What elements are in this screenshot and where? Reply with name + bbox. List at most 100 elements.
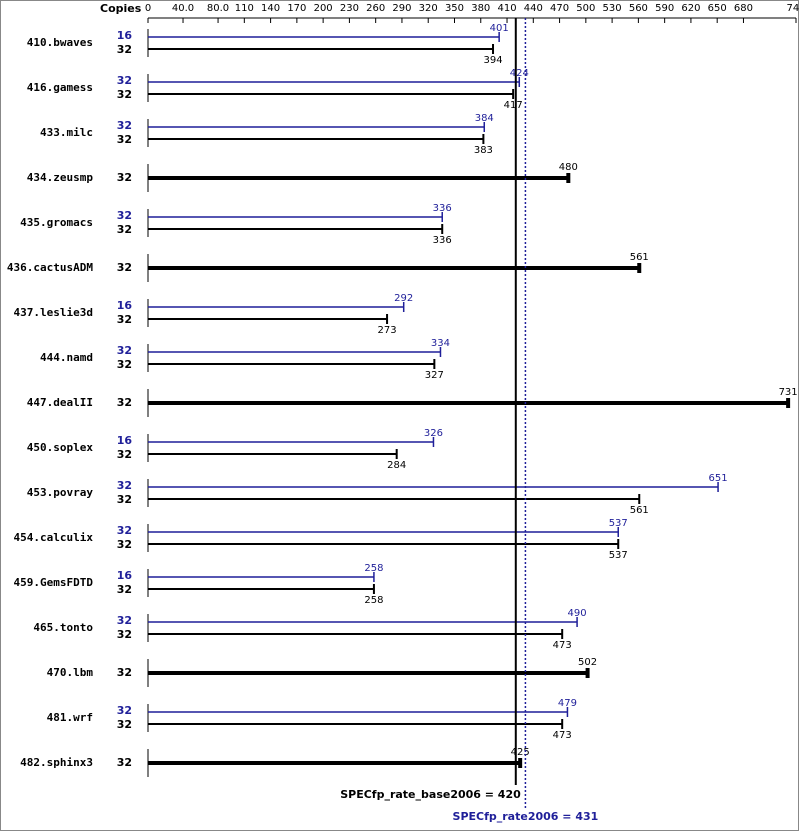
peak-copies: 32 [117, 74, 132, 87]
base-value-label: 425 [511, 747, 530, 758]
benchmark-name: 444.namd [40, 351, 93, 364]
benchmark-name: 436.cactusADM [7, 261, 93, 274]
x-tick-label: 320 [419, 3, 438, 14]
x-tick-label: 140 [261, 3, 280, 14]
bar [148, 668, 590, 678]
x-tick-label: 500 [576, 3, 595, 14]
peak-value-label: 326 [424, 428, 443, 439]
bar [148, 758, 523, 768]
base-value-label: 327 [425, 370, 444, 381]
base-value-label: 731 [779, 387, 798, 398]
base-value-label: 480 [559, 162, 578, 173]
bar [148, 527, 619, 537]
base-copies: 32 [117, 583, 132, 596]
bar [148, 173, 571, 183]
base-value-label: 383 [474, 145, 493, 156]
bar [148, 494, 641, 504]
bar [148, 77, 521, 87]
peak-copies: 32 [117, 119, 132, 132]
base-copies: 32 [117, 538, 132, 551]
base-copies: 32 [117, 88, 132, 101]
reference-label: SPECfp_rate2006 = 431 [453, 810, 599, 823]
bar [148, 482, 719, 492]
bar [148, 263, 642, 273]
benchmark-name: 459.GemsFDTD [14, 576, 94, 589]
base-value-label: 473 [553, 640, 572, 651]
peak-value-label: 336 [433, 203, 452, 214]
bar [148, 44, 495, 54]
peak-copies: 16 [117, 299, 133, 312]
bar [148, 89, 515, 99]
x-tick-label: 410 [497, 3, 516, 14]
reference-label: SPECfp_rate_base2006 = 420 [340, 788, 521, 801]
benchmark-name: 447.dealII [27, 396, 93, 409]
bar [148, 359, 436, 369]
benchmark-name: 433.milc [40, 126, 93, 139]
bar [148, 122, 486, 132]
base-copies: 32 [117, 171, 132, 184]
base-copies: 32 [117, 756, 132, 769]
peak-copies: 32 [117, 614, 132, 627]
peak-value-label: 479 [558, 698, 577, 709]
bar [148, 707, 569, 717]
base-value-label: 273 [378, 325, 397, 336]
benchmark-name: 454.calculix [14, 531, 94, 544]
base-copies: 32 [117, 448, 132, 461]
peak-value-label: 292 [394, 293, 413, 304]
benchmark-name: 465.tonto [33, 621, 93, 634]
peak-copies: 32 [117, 209, 132, 222]
x-tick-label: 380 [471, 3, 490, 14]
x-tick-label: 740 [786, 3, 799, 14]
x-tick-label: 560 [629, 3, 648, 14]
bar [148, 347, 442, 357]
bar [148, 224, 444, 234]
x-tick-label: 530 [603, 3, 622, 14]
peak-value-label: 384 [475, 113, 494, 124]
benchmark-name: 481.wrf [47, 711, 93, 724]
peak-copies: 32 [117, 344, 132, 357]
x-tick-label: 680 [734, 3, 753, 14]
base-value-label: 284 [387, 460, 406, 471]
bar [148, 398, 791, 408]
base-value-label: 502 [578, 657, 597, 668]
peak-copies: 16 [117, 434, 133, 447]
x-tick-label: 80.0 [207, 3, 229, 14]
base-copies: 32 [117, 223, 132, 236]
peak-value-label: 490 [568, 608, 587, 619]
x-tick-label: 170 [287, 3, 306, 14]
bar [148, 572, 375, 582]
x-tick-label: 650 [708, 3, 727, 14]
x-tick-label: 110 [235, 3, 254, 14]
base-copies: 32 [117, 666, 132, 679]
benchmark-name: 410.bwaves [27, 36, 93, 49]
x-tick-label: 260 [366, 3, 385, 14]
bar [148, 539, 620, 549]
peak-value-label: 424 [510, 68, 529, 79]
peak-copies: 16 [117, 569, 133, 582]
x-tick-label: 230 [340, 3, 359, 14]
base-copies: 32 [117, 628, 132, 641]
benchmark-name: 482.sphinx3 [20, 756, 93, 769]
peak-value-label: 537 [609, 518, 628, 529]
x-tick-label: 290 [392, 3, 411, 14]
peak-copies: 32 [117, 479, 132, 492]
bar [148, 629, 564, 639]
x-tick-label: 590 [655, 3, 674, 14]
x-tick-label: 0 [145, 3, 151, 14]
bar [148, 449, 398, 459]
base-copies: 32 [117, 43, 132, 56]
peak-copies: 32 [117, 704, 132, 717]
base-copies: 32 [117, 358, 132, 371]
bar [148, 584, 375, 594]
bar [148, 134, 485, 144]
benchmark-name: 470.lbm [47, 666, 94, 679]
benchmark-name: 453.povray [27, 486, 94, 499]
base-copies: 32 [117, 493, 132, 506]
benchmark-name: 450.soplex [27, 441, 94, 454]
bar [148, 212, 443, 222]
x-tick-label: 40.0 [172, 3, 194, 14]
bar [148, 437, 435, 447]
base-value-label: 537 [609, 550, 628, 561]
bar [148, 302, 405, 312]
